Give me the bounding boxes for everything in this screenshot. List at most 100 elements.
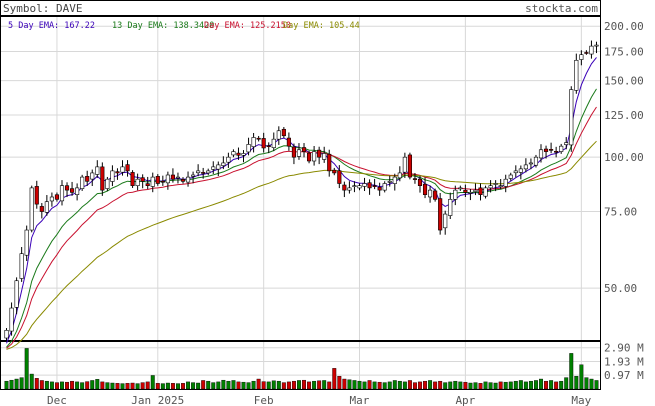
volume-bar [307, 381, 312, 390]
volume-bars [4, 348, 599, 390]
volume-bar [19, 377, 24, 390]
candle [160, 175, 165, 186]
candle [312, 146, 317, 166]
candle-body [34, 186, 39, 205]
candle [251, 132, 256, 153]
candle [301, 143, 307, 158]
volume-bar [377, 381, 382, 390]
candle-body [493, 183, 498, 185]
candle [246, 137, 251, 156]
candle [206, 168, 211, 176]
volume-bar [34, 378, 39, 390]
candle-body [44, 201, 49, 213]
candle-body [392, 176, 397, 184]
volume-bar [231, 380, 236, 390]
candle [417, 175, 423, 193]
candle [165, 171, 170, 190]
candle [372, 178, 377, 190]
candle [14, 277, 19, 315]
candle [392, 173, 397, 191]
candle-body [347, 187, 352, 191]
candle [332, 167, 337, 176]
candle [528, 158, 533, 170]
candle-body [342, 184, 347, 191]
candles [4, 40, 599, 341]
candle-body [518, 168, 523, 173]
ema-red-line [6, 106, 597, 349]
candle-body [468, 192, 473, 194]
candle-body [221, 162, 226, 166]
candle [564, 137, 569, 150]
candle-body [538, 149, 544, 159]
candle [584, 50, 589, 55]
volume-bar [85, 381, 90, 390]
candle [105, 176, 110, 191]
volume-bar [160, 383, 165, 390]
volume-bar [206, 380, 211, 390]
candle [130, 170, 135, 188]
candle-body [19, 253, 24, 279]
candle-body [483, 187, 488, 197]
volume-bar [100, 381, 105, 390]
month-label: Mar [350, 394, 370, 406]
volume-tick-label: 2.90 M [604, 342, 644, 355]
candle-body [64, 185, 70, 191]
candle-body [185, 176, 191, 183]
candle [44, 195, 49, 216]
candle-body [387, 181, 392, 183]
candle-body [201, 172, 206, 174]
volume-bar [226, 380, 231, 390]
volume-bar [54, 382, 59, 390]
volume-bar [65, 381, 69, 390]
candle-body [523, 164, 528, 170]
candle-body [508, 174, 513, 179]
volume-bar [412, 382, 417, 390]
candle-body [443, 213, 448, 229]
candle [9, 302, 14, 336]
candle-body [125, 164, 130, 172]
candle-body [160, 180, 165, 183]
candle-body [29, 187, 34, 231]
candle-body [211, 166, 216, 170]
candle [261, 132, 266, 153]
volume-bar [513, 380, 518, 390]
candle-body [266, 145, 271, 148]
candle-body [110, 170, 115, 182]
candle-body [417, 178, 423, 186]
candle [407, 152, 412, 180]
candle [377, 182, 382, 196]
candle [64, 182, 70, 198]
candle-body [372, 185, 377, 187]
volume-bar [332, 368, 337, 390]
candle-body [80, 176, 85, 189]
candle-body [115, 171, 120, 174]
volume-bar [150, 375, 155, 390]
candle-body [85, 176, 90, 182]
volume-bar [387, 381, 392, 390]
candle [579, 50, 584, 66]
candle-body [4, 330, 9, 339]
price-tick-label: 50.00 [604, 282, 637, 295]
volume-bar [110, 382, 115, 390]
candle-body [135, 178, 140, 186]
volume-bar [196, 382, 201, 390]
price-tick-label: 100.00 [604, 151, 644, 164]
volume-bar [397, 380, 402, 390]
volume-bar [29, 373, 34, 390]
candle-body [286, 137, 291, 147]
volume-bar [261, 381, 266, 390]
volume-bar [518, 380, 523, 390]
candle [256, 135, 261, 142]
candle-body [498, 185, 503, 187]
candle [347, 181, 352, 194]
volume-bar [493, 382, 498, 390]
candle [559, 143, 564, 154]
volume-bar [256, 378, 261, 390]
volume-bar [372, 381, 377, 390]
candle [508, 172, 513, 181]
volume-bar [594, 380, 599, 390]
candle-body [155, 176, 160, 184]
volume-bar [539, 378, 543, 390]
candle-body [513, 170, 518, 174]
candle-body [165, 174, 170, 184]
